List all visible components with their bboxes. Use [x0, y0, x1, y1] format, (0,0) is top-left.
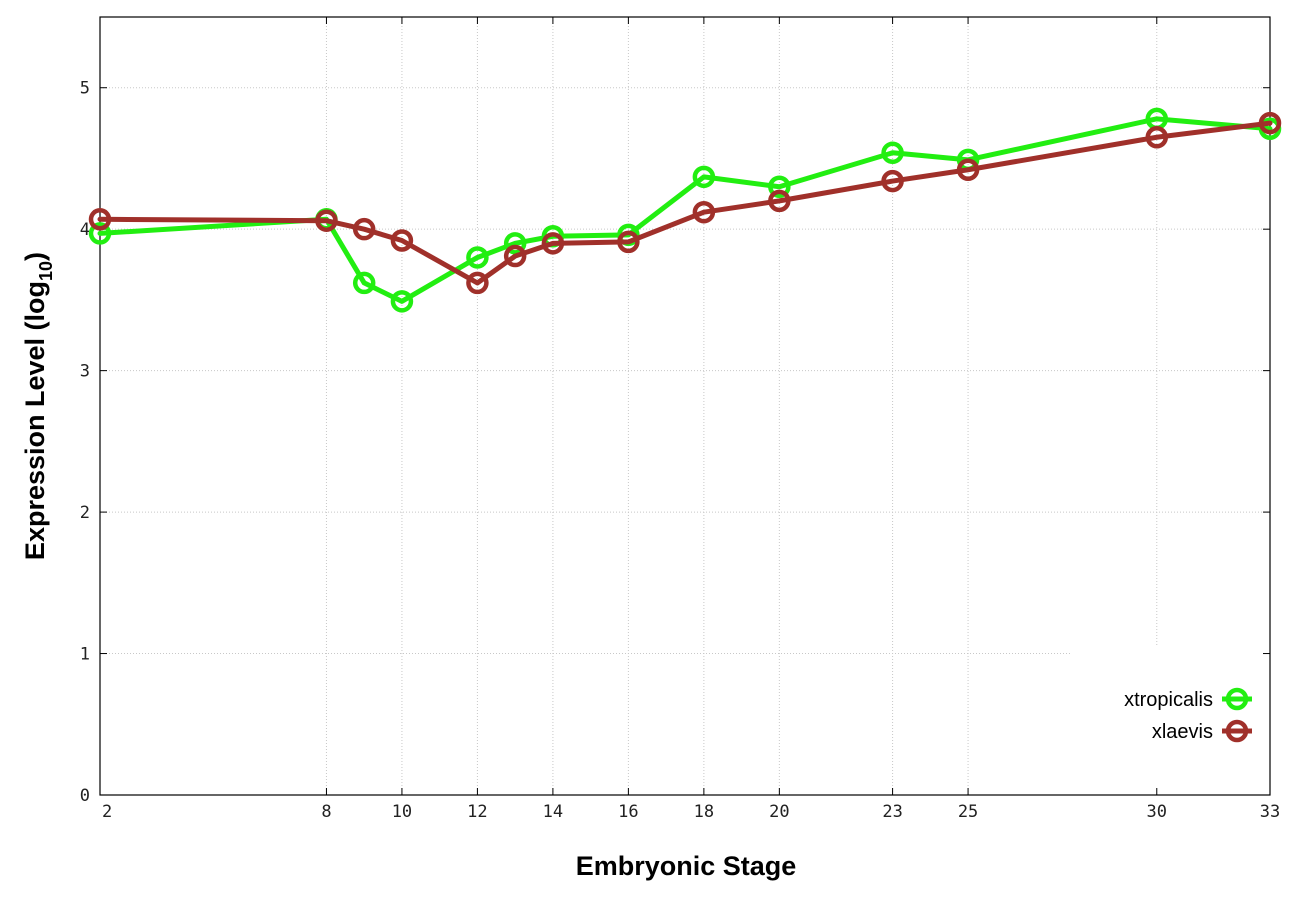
y-axis-title: Expression Level (log10) [20, 252, 56, 560]
legend-label-xlaevis: xlaevis [1152, 721, 1213, 743]
axis-ticks [99, 17, 1271, 796]
x-tick-label: 33 [1260, 802, 1280, 822]
xlaevis-point [88, 208, 112, 231]
series-xlaevis [88, 111, 1282, 295]
legend-swatch-marker [1225, 719, 1249, 743]
y-tick-label: 5 [80, 79, 90, 99]
series-xtropicalis [88, 107, 1282, 313]
x-tick-label: 14 [543, 802, 563, 822]
xlaevis-point [503, 244, 527, 268]
xlaevis-point [1145, 125, 1169, 149]
xtropicalis-point [88, 222, 112, 245]
y-axis-title-close: ) [20, 252, 50, 261]
x-tick-label: 16 [618, 802, 638, 822]
series-group [88, 107, 1282, 313]
xlaevis-point [768, 189, 791, 213]
x-tick-label: 23 [882, 802, 902, 822]
legend-label-xtropicalis: xtropicalis [1124, 689, 1213, 711]
legend-swatch-marker [1225, 687, 1249, 711]
y-tick-label: 2 [80, 503, 90, 523]
x-tick-label: 18 [694, 802, 714, 822]
y-axis-title-subscript: 10 [36, 261, 56, 281]
xlaevis-point [315, 209, 338, 232]
grid-lines [100, 17, 1270, 795]
xtropicalis-point [692, 165, 716, 189]
y-tick-label: 0 [80, 786, 90, 806]
legend-item-xtropicalis: xtropicalis [1124, 687, 1252, 711]
xlaevis-point [541, 232, 565, 255]
x-tick-label: 20 [769, 802, 789, 822]
x-tick-label: 30 [1147, 802, 1167, 822]
legend: xtropicalis xlaevis [1124, 687, 1252, 743]
x-tick-label: 8 [321, 802, 331, 822]
xlaevis-point [390, 229, 414, 252]
y-axis-title-main: Expression Level (log [20, 281, 50, 560]
legend-item-xlaevis: xlaevis [1152, 719, 1252, 743]
x-axis-title: Embryonic Stage [576, 851, 797, 881]
xtropicalis-point [768, 175, 791, 198]
x-tick-label: 12 [467, 802, 487, 822]
x-tick-label: 10 [392, 802, 412, 822]
xtropicalis-point [881, 141, 904, 165]
x-tick-labels: 2 8 10 12 14 16 18 20 23 25 30 33 [102, 802, 1280, 822]
x-tick-label: 25 [958, 802, 978, 822]
xlaevis-point [466, 271, 489, 295]
y-tick-label: 4 [80, 220, 90, 240]
xlaevis-point [881, 169, 904, 193]
x-tick-label: 2 [102, 802, 112, 822]
xlaevis-point [1258, 111, 1282, 135]
xtropicalis-point [503, 232, 527, 255]
xlaevis-line [97, 120, 1273, 286]
y-tick-label: 1 [80, 645, 90, 665]
xlaevis-point [352, 217, 376, 241]
xlaevis-point [956, 158, 980, 182]
plot-frame [99, 16, 1271, 796]
xtropicalis-point [352, 271, 376, 295]
xtropicalis-point [466, 246, 489, 269]
legend-background [1072, 645, 1268, 793]
y-tick-label: 3 [80, 362, 90, 382]
xlaevis-point [692, 200, 716, 224]
y-tick-labels: 0 1 2 3 4 5 [80, 79, 90, 806]
xtropicalis-point [390, 290, 414, 313]
xlaevis-point [617, 230, 640, 254]
